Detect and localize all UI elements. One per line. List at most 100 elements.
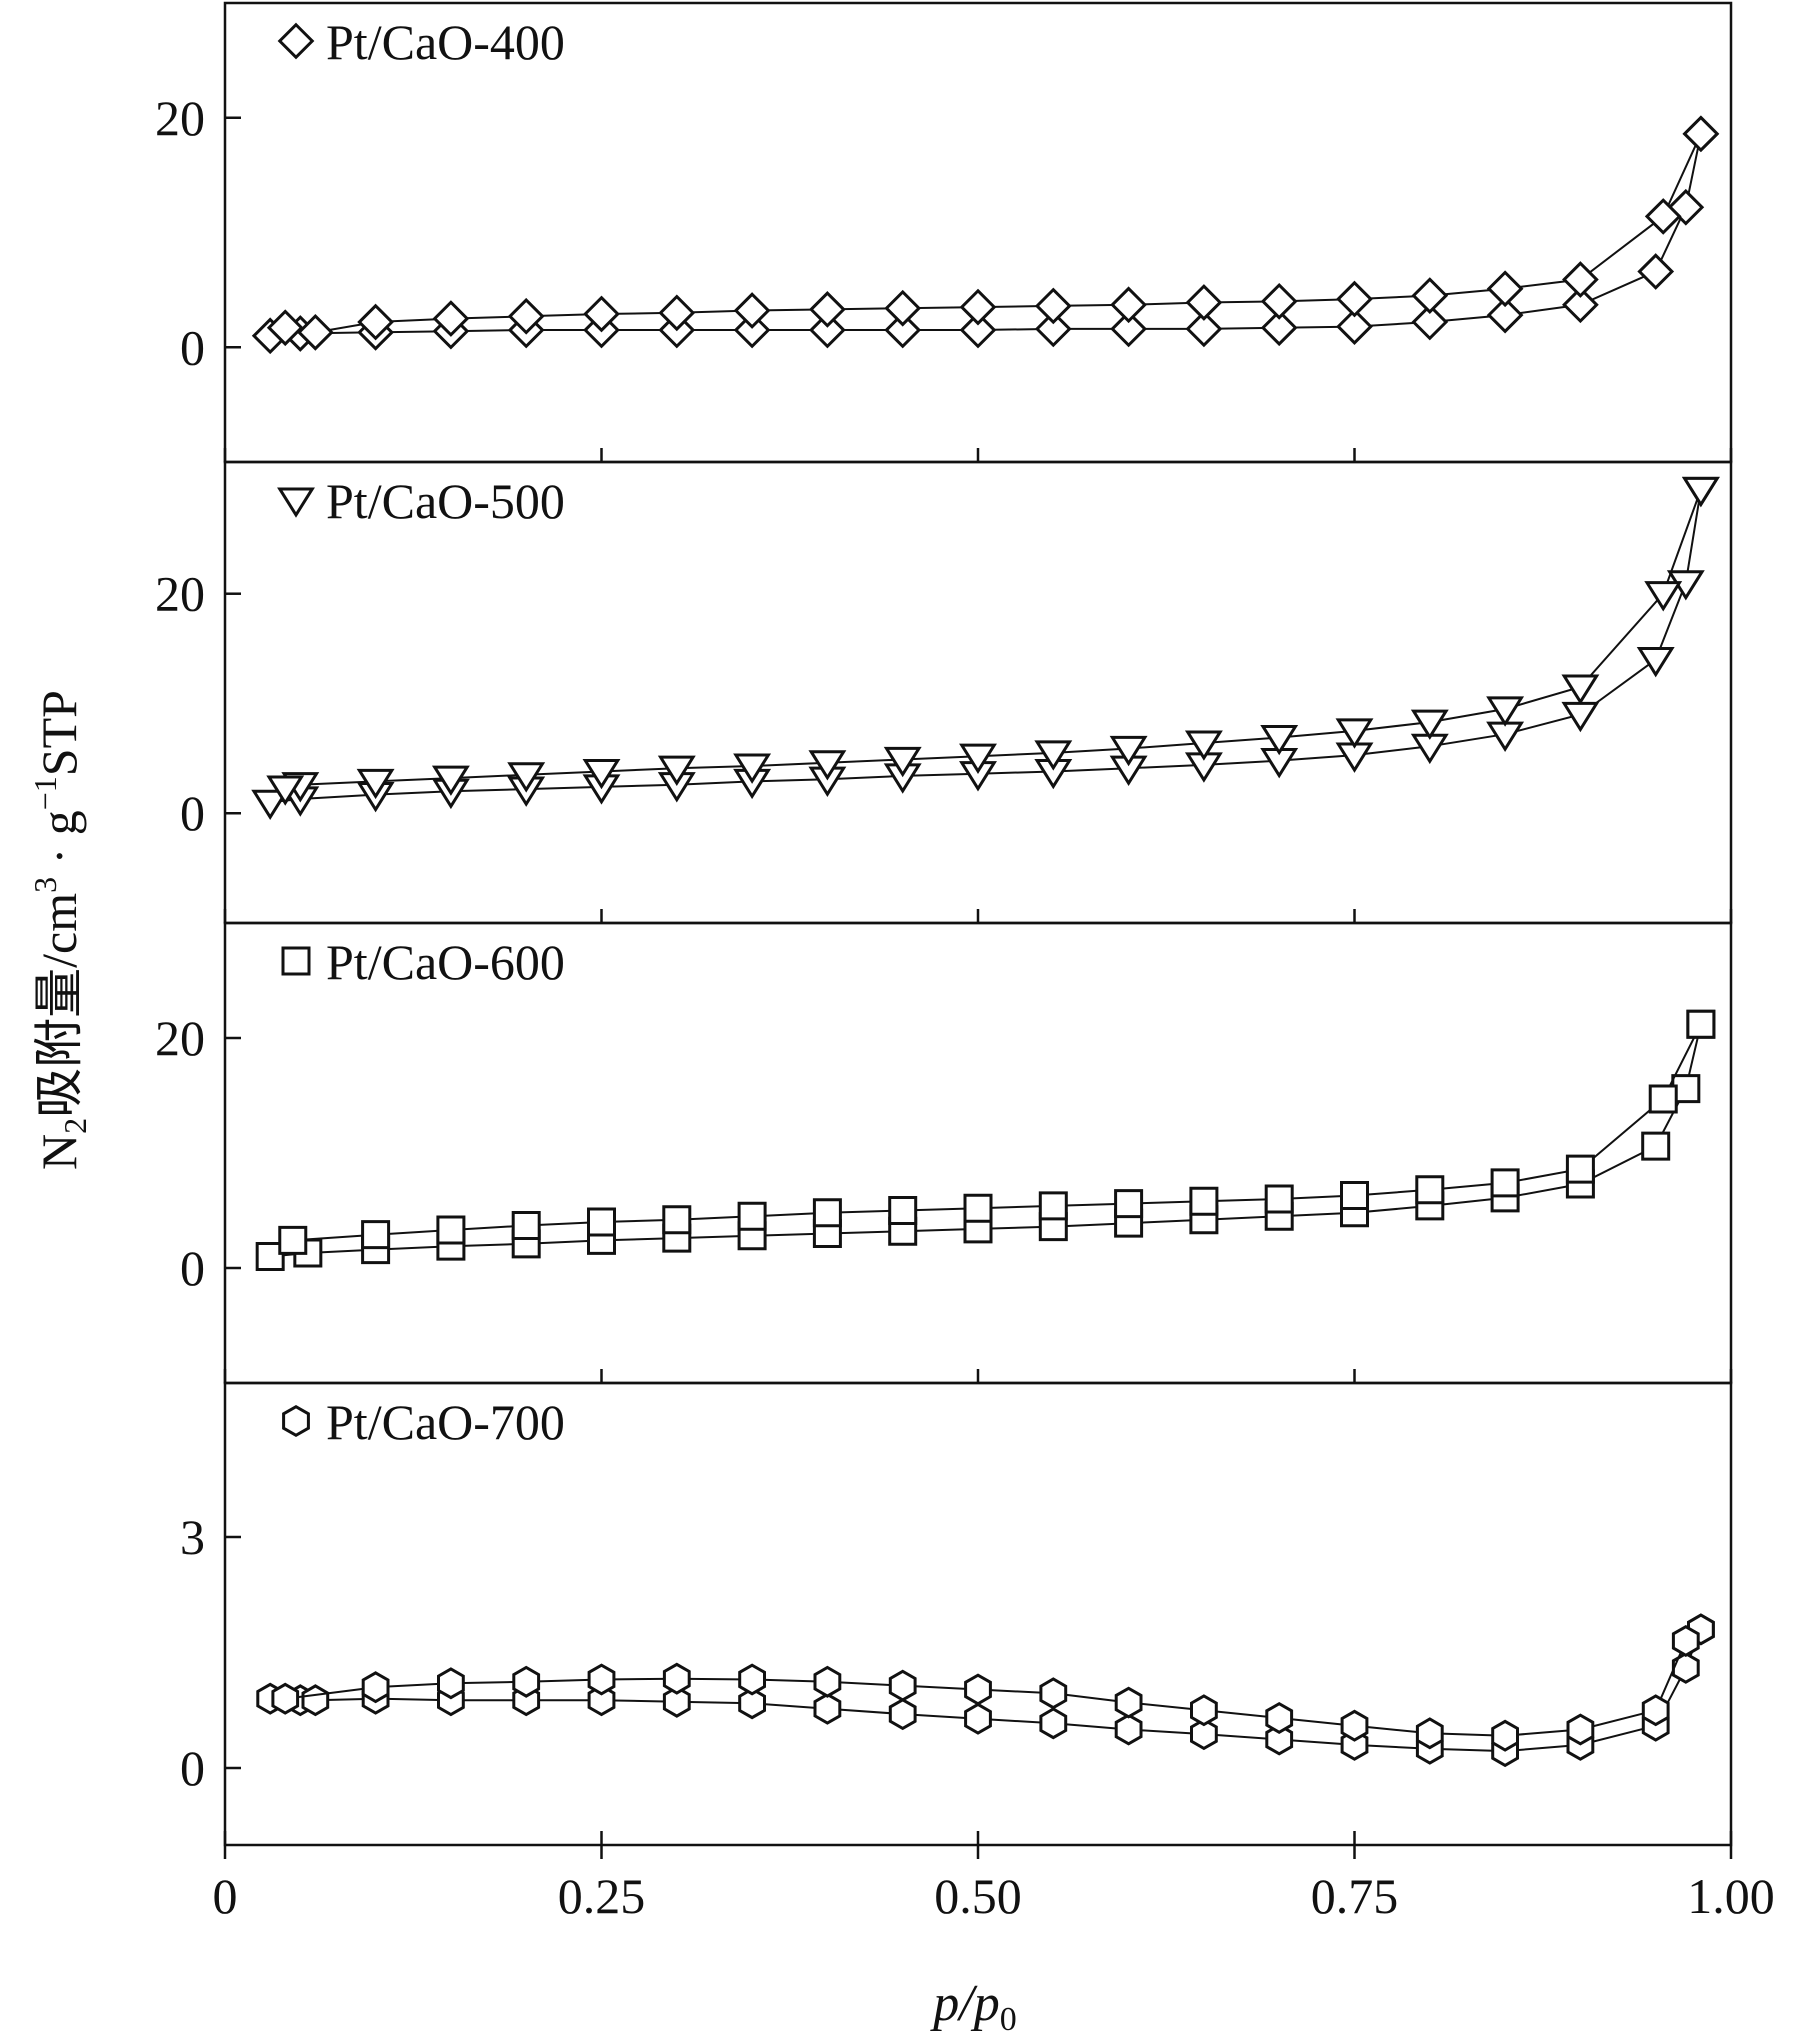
adsorption-marker <box>1411 303 1449 341</box>
legend-marker <box>282 1404 310 1438</box>
desorption-marker <box>1184 730 1223 761</box>
desorption-marker <box>1561 674 1600 705</box>
legend-marker <box>277 22 315 60</box>
desorption-marker <box>658 294 696 332</box>
desorption-marker <box>1415 1717 1444 1750</box>
x-axis-label: p/p0 <box>929 1975 1016 2038</box>
y-label-n: N <box>31 1134 87 1170</box>
desorption-marker <box>431 765 470 796</box>
desorption-marker <box>888 1669 917 1702</box>
adsorption-line <box>270 133 1702 337</box>
desorption-marker <box>733 292 771 329</box>
x-tick-label: 0.75 <box>1311 1868 1399 1924</box>
adsorption-marker <box>662 1685 691 1718</box>
panels-group: 020Pt/CaO-400020Pt/CaO-500020Pt/CaO-6000… <box>155 1 1733 1847</box>
adsorption-marker <box>1190 1718 1218 1751</box>
desorption-marker <box>356 768 395 800</box>
y-tick-label: 0 <box>180 1240 205 1296</box>
desorption-marker <box>357 303 394 341</box>
desorption-marker <box>432 300 470 337</box>
desorption-marker <box>436 1215 466 1245</box>
desorption-marker <box>1681 476 1720 508</box>
panel-frame <box>223 1381 1733 1847</box>
desorption-marker <box>1490 1168 1520 1198</box>
panel-2: 0 20 Pt/CaO-500 <box>155 460 1733 925</box>
desorption-marker <box>1644 198 1682 235</box>
desorption-marker <box>963 1193 993 1223</box>
x-tick-label: 0.50 <box>934 1868 1022 1924</box>
desorption-marker <box>884 289 922 327</box>
desorption-marker <box>1415 1175 1445 1205</box>
desorption-line <box>284 489 1702 789</box>
desorption-marker <box>507 297 545 335</box>
desorption-marker <box>657 755 696 787</box>
desorption-marker <box>1039 1677 1068 1710</box>
desorption-marker <box>361 1220 391 1250</box>
desorption-marker <box>266 309 304 347</box>
desorption-marker <box>1486 696 1525 727</box>
adsorption-marker <box>1562 286 1599 324</box>
desorption-marker <box>1566 1713 1595 1746</box>
panel-frame <box>223 460 1733 925</box>
legend-label: Pt/CaO-500 <box>326 473 565 529</box>
desorption-marker <box>1491 1719 1519 1752</box>
desorption-marker <box>278 1225 308 1255</box>
desorption-marker <box>511 1210 541 1240</box>
desorption-marker <box>1562 261 1599 298</box>
adsorption-marker <box>1561 701 1600 733</box>
desorption-marker <box>1260 282 1298 320</box>
adsorption-marker <box>1637 253 1675 290</box>
adsorption-line <box>270 1023 1702 1258</box>
desorption-marker <box>964 1673 992 1706</box>
desorption-marker <box>437 1667 465 1700</box>
desorption-marker <box>809 291 846 328</box>
adsorption-marker <box>1336 308 1373 345</box>
desorption-marker <box>1114 1189 1144 1219</box>
adsorption-line <box>270 489 1702 804</box>
desorption-marker <box>1641 1694 1670 1727</box>
y-tick-label: 20 <box>155 566 205 622</box>
legend-marker <box>281 946 311 976</box>
adsorption-marker <box>1034 310 1072 348</box>
desorption-marker <box>733 753 772 784</box>
desorption-marker <box>1410 709 1449 740</box>
legend-marker <box>277 487 315 518</box>
panel-frame <box>223 1 1733 464</box>
desorption-marker <box>738 1663 766 1696</box>
y-label-tail: STP <box>31 690 87 776</box>
desorption-marker <box>813 1665 842 1698</box>
desorption-marker <box>1340 1709 1369 1742</box>
desorption-marker <box>662 1662 691 1695</box>
adsorption-marker <box>1671 1651 1700 1684</box>
adsorption-marker <box>1636 647 1675 678</box>
desorption-marker <box>1264 1184 1294 1214</box>
x-label-main: p/p <box>929 1975 999 2032</box>
desorption-marker <box>1686 1009 1716 1039</box>
adsorption-marker <box>587 1684 616 1717</box>
y-tick-label: 20 <box>155 90 205 146</box>
y-tick-label: 0 <box>180 785 205 841</box>
desorption-marker <box>583 295 620 333</box>
x-axis: 0 0.25 0.50 0.75 1.00 <box>213 1845 1775 1924</box>
adsorption-marker <box>1260 309 1298 347</box>
desorption-marker <box>808 750 847 781</box>
adsorption-marker <box>1641 1131 1671 1161</box>
desorption-line <box>285 133 1702 334</box>
desorption-marker <box>1671 1624 1700 1658</box>
adsorption-marker <box>813 1692 842 1725</box>
desorption-marker <box>587 1207 616 1237</box>
adsorption-marker <box>738 1687 766 1720</box>
desorption-marker <box>1034 287 1072 325</box>
desorption-marker <box>1038 1191 1068 1221</box>
y-tick-label: 20 <box>155 1010 205 1066</box>
desorption-marker <box>1648 1084 1678 1114</box>
desorption-marker <box>888 1196 918 1225</box>
x-tick-label: 1.00 <box>1687 1868 1775 1924</box>
desorption-marker <box>361 1671 390 1704</box>
adsorption-marker <box>809 311 846 349</box>
y-label-cm-exp: 3 <box>27 877 63 893</box>
desorption-marker <box>737 1201 767 1231</box>
adsorption-marker <box>1185 310 1223 348</box>
y-tick-label: 0 <box>180 319 205 375</box>
